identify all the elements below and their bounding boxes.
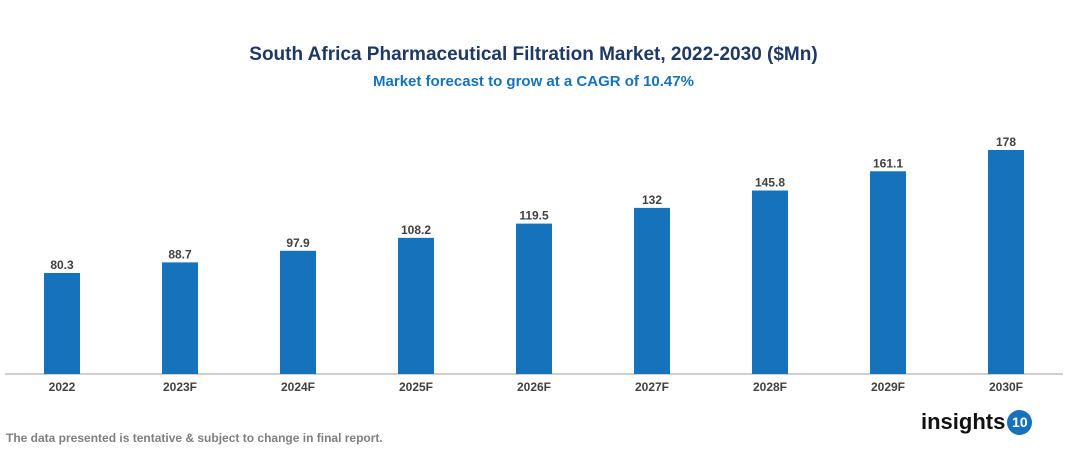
insights10-logo: insights 10 [921, 409, 1033, 435]
data-label: 132 [642, 193, 662, 207]
x-tick-label: 2027F [635, 380, 669, 394]
bar [162, 262, 198, 374]
x-tick-label: 2022 [49, 380, 76, 394]
footnote: The data presented is tentative & subjec… [6, 431, 383, 445]
x-tick-label: 2030F [989, 380, 1023, 394]
data-label: 88.7 [168, 247, 192, 261]
bar [44, 272, 80, 374]
bar [988, 150, 1024, 374]
bar [280, 250, 316, 374]
data-label: 119.5 [519, 209, 549, 223]
x-tick-label: 2028F [753, 380, 787, 394]
data-label: 80.3 [50, 258, 74, 272]
logo-text: insights [921, 409, 1006, 434]
data-label: 145.8 [755, 176, 785, 190]
x-tick-label: 2029F [871, 380, 905, 394]
bar [870, 171, 906, 374]
chart-subtitle: Market forecast to grow at a CAGR of 10.… [373, 73, 694, 90]
bar [752, 190, 788, 374]
bar [398, 237, 434, 374]
x-tick-label: 2025F [399, 380, 433, 394]
bar [516, 223, 552, 374]
data-label: 161.1 [873, 156, 903, 170]
x-tick-label: 2026F [517, 380, 551, 394]
logo-number: 10 [1007, 409, 1033, 435]
x-tick-label: 2024F [281, 380, 315, 394]
bar [634, 207, 670, 374]
data-label: 108.2 [401, 223, 431, 237]
data-label: 178 [996, 135, 1016, 149]
x-tick-label: 2023F [163, 380, 197, 394]
chart-title: South Africa Pharmaceutical Filtration M… [249, 44, 818, 65]
data-label: 97.9 [286, 236, 310, 250]
